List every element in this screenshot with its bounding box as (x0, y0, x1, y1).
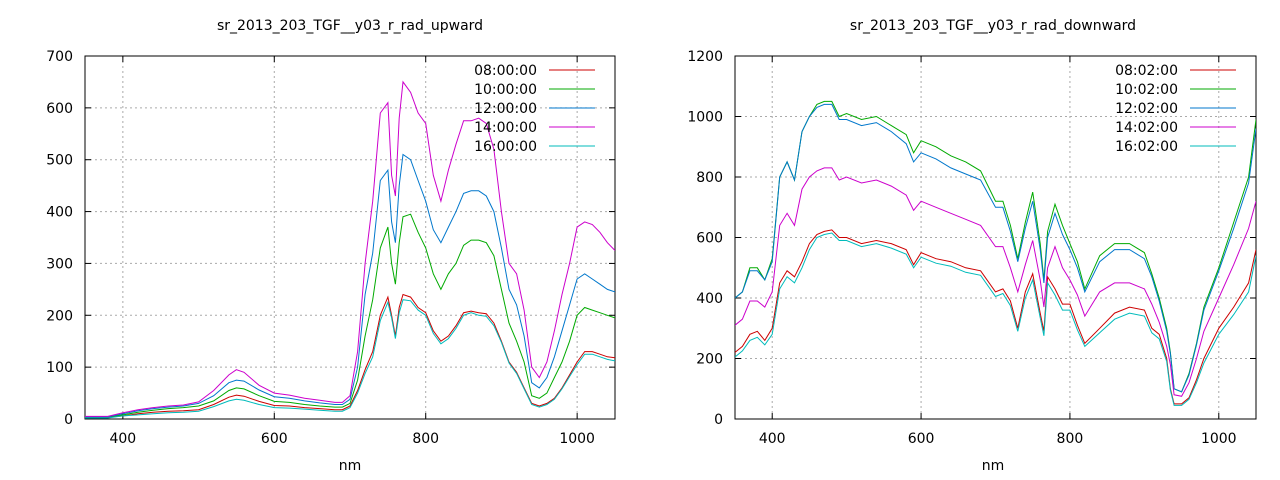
x-tick-label: 400 (759, 431, 786, 447)
y-tick-label: 0 (714, 412, 723, 428)
legend-label: 16:02:00 (1115, 139, 1178, 155)
y-tick-label: 400 (46, 205, 73, 221)
y-tick-label: 1200 (687, 49, 723, 65)
series-line (735, 229, 1256, 405)
y-tick-label: 300 (46, 256, 73, 272)
x-tick-label: 600 (261, 431, 288, 447)
series-line (735, 232, 1256, 406)
chart-upward: sr_2013_203_TGF__y03_r_rad_upward nm 400… (46, 18, 616, 474)
y-tick-label: 200 (46, 308, 73, 324)
x-axis-label: nm (982, 458, 1005, 474)
x-tick-label: 1000 (1201, 431, 1237, 447)
y-tick-label: 800 (696, 170, 723, 186)
legend-label: 10:02:00 (1115, 82, 1178, 98)
series-line (735, 167, 1256, 397)
y-tick-label: 500 (46, 153, 73, 169)
y-tick-label: 600 (696, 231, 723, 247)
series-line (85, 299, 615, 419)
x-tick-label: 800 (412, 431, 439, 447)
x-tick-label: 1000 (559, 431, 595, 447)
y-tick-label: 700 (46, 49, 73, 65)
y-tick-label: 200 (696, 352, 723, 368)
legend-label: 14:02:00 (1115, 120, 1178, 136)
x-tick-label: 600 (908, 431, 935, 447)
x-axis-label: nm (339, 458, 362, 474)
series-line (85, 293, 615, 418)
legend-label: 14:00:00 (474, 120, 537, 136)
legend-label: 16:00:00 (474, 139, 537, 155)
x-tick-label: 400 (109, 431, 136, 447)
chart-title: sr_2013_203_TGF__y03_r_rad_upward (217, 18, 483, 34)
legend-label: 12:00:00 (474, 101, 537, 117)
series-line (85, 153, 615, 418)
y-tick-label: 100 (46, 360, 73, 376)
x-tick-label: 800 (1057, 431, 1084, 447)
series-line (85, 213, 615, 418)
chart-title: sr_2013_203_TGF__y03_r_rad_downward (850, 18, 1136, 34)
legend-label: 08:00:00 (474, 63, 537, 79)
legend-label: 10:00:00 (474, 82, 537, 98)
y-tick-label: 0 (64, 412, 73, 428)
series-line (85, 80, 615, 417)
y-tick-label: 600 (46, 101, 73, 117)
legend-label: 08:02:00 (1115, 63, 1178, 79)
plot-frame (84, 55, 616, 420)
series-line (735, 103, 1256, 393)
legend-label: 12:02:00 (1115, 101, 1178, 117)
chart-downward: sr_2013_203_TGF__y03_r_rad_downward nm 4… (687, 18, 1257, 474)
y-tick-label: 1000 (687, 110, 723, 126)
y-tick-label: 400 (696, 291, 723, 307)
